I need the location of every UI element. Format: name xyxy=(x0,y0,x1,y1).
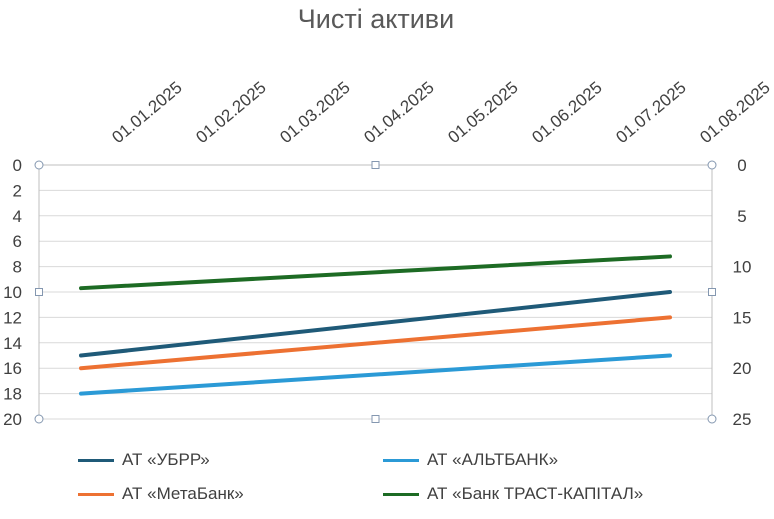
x-tick-label: 01.05.2025 xyxy=(444,78,521,147)
y-tick-label-right: 20 xyxy=(733,359,752,378)
y-tick-label-right: 5 xyxy=(737,207,746,226)
y-tick-label-left: 18 xyxy=(3,385,22,404)
y-tick-label-left: 20 xyxy=(3,410,22,429)
x-tick-label: 01.08.2025 xyxy=(696,78,773,147)
y-tick-label-left: 2 xyxy=(13,181,22,200)
y-tick-label-right: 0 xyxy=(737,156,746,175)
resize-handle-side[interactable] xyxy=(708,288,716,296)
y-tick-label-left: 4 xyxy=(13,207,22,226)
y-tick-label-left: 12 xyxy=(3,308,22,327)
y-tick-label-left: 10 xyxy=(3,283,22,302)
chart-title: Чисті активи xyxy=(297,4,455,34)
series-line-3[interactable] xyxy=(79,254,672,291)
resize-handle-side[interactable] xyxy=(371,161,380,169)
x-tick-label: 01.01.2025 xyxy=(108,78,185,147)
x-tick-label: 01.06.2025 xyxy=(528,78,605,147)
y-tick-label-left: 8 xyxy=(13,258,22,277)
x-tick-label: 01.03.2025 xyxy=(276,78,353,147)
y-tick-label-left: 14 xyxy=(3,334,22,353)
series-line-2[interactable] xyxy=(79,315,672,371)
x-tick-label: 01.04.2025 xyxy=(360,78,437,147)
y-tick-label-left: 16 xyxy=(3,359,22,378)
x-tick-label: 01.02.2025 xyxy=(192,78,269,147)
x-tick-label: 01.07.2025 xyxy=(612,78,689,147)
resize-handle-corner[interactable] xyxy=(707,160,717,170)
resize-handle-side[interactable] xyxy=(35,288,43,296)
resize-handle-side[interactable] xyxy=(371,415,380,423)
resize-handle-corner[interactable] xyxy=(34,414,44,424)
resize-handle-corner[interactable] xyxy=(707,414,717,424)
series-line-1[interactable] xyxy=(79,353,672,396)
resize-handle-corner[interactable] xyxy=(34,160,44,170)
y-tick-label-right: 25 xyxy=(733,410,752,429)
y-tick-label-left: 6 xyxy=(13,232,22,251)
y-tick-label-right: 10 xyxy=(733,258,752,277)
y-tick-label-right: 15 xyxy=(733,308,752,327)
series-line-0[interactable] xyxy=(79,290,672,358)
y-tick-label-left: 0 xyxy=(13,156,22,175)
